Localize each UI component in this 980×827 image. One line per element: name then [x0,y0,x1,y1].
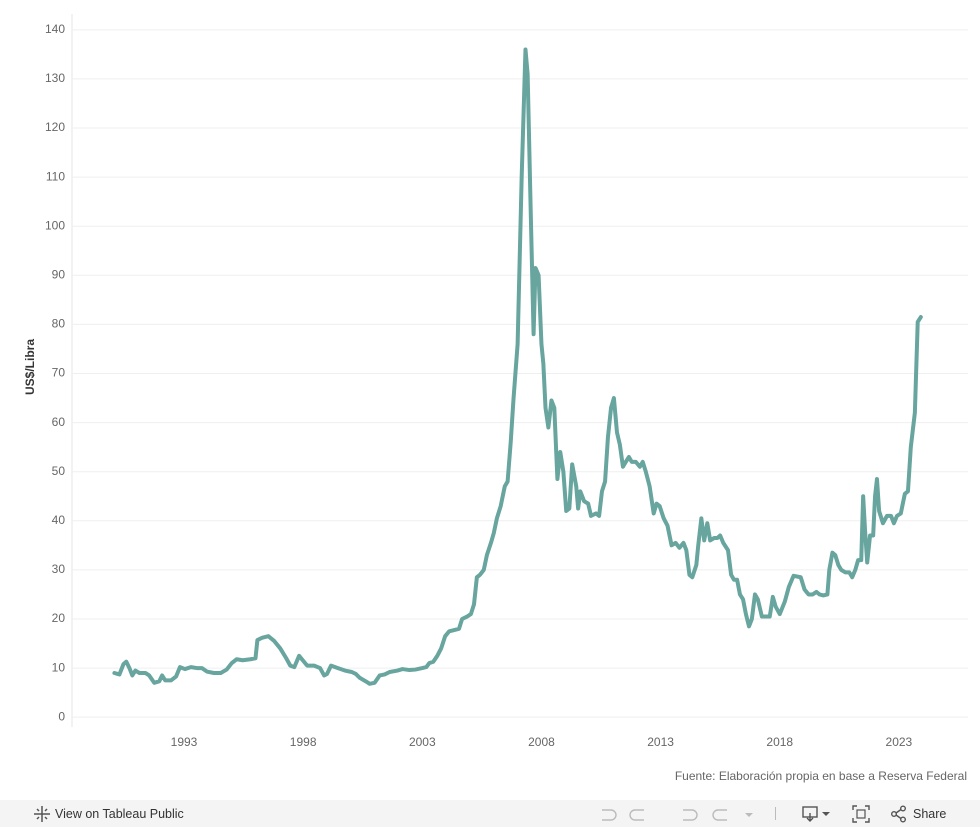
y-tick-label: 80 [52,317,66,331]
y-tick-label: 110 [46,169,65,183]
x-tick-label: 2018 [766,735,793,749]
y-tick-label: 140 [45,22,65,36]
share-icon [891,805,906,823]
y-tick-label: 70 [52,366,66,380]
y-tick-label: 50 [52,464,66,478]
y-tick-label: 90 [52,267,66,281]
y-tick-label: 130 [45,71,65,85]
fullscreen-button[interactable] [852,805,870,823]
separator [775,807,776,820]
y-tick-label: 10 [52,660,66,674]
download-button[interactable] [802,804,832,824]
y-tick-label: 20 [52,611,66,625]
chart: US$/Libra Fuente: Elaboración propia en … [23,14,968,783]
price-line [112,47,923,686]
x-tick-label: 1998 [290,735,317,749]
view-on-tableau[interactable]: View on Tableau Public [55,807,184,821]
x-tick-label: 2003 [409,735,436,749]
y-tick-label: 0 [58,709,65,723]
y-axis-label: US$/Libra [23,339,37,395]
toolbar-icons [602,809,753,821]
toolbar: View on Tableau Public Share [0,800,980,827]
source-note: Fuente: Elaboración propia en base a Res… [675,769,967,783]
tableau-icon [34,806,50,822]
y-tick-label: 40 [52,513,66,527]
x-tick-label: 2013 [647,735,674,749]
y-tick-label: 30 [52,562,66,576]
x-tick-label: 2008 [528,735,555,749]
x-tick-label: 2023 [886,735,913,749]
share-button[interactable]: Share [913,807,947,821]
y-tick-label: 60 [52,415,66,429]
y-tick-label: 120 [45,120,65,134]
x-tick-label: 1993 [171,735,198,749]
y-tick-label: 100 [45,218,65,232]
